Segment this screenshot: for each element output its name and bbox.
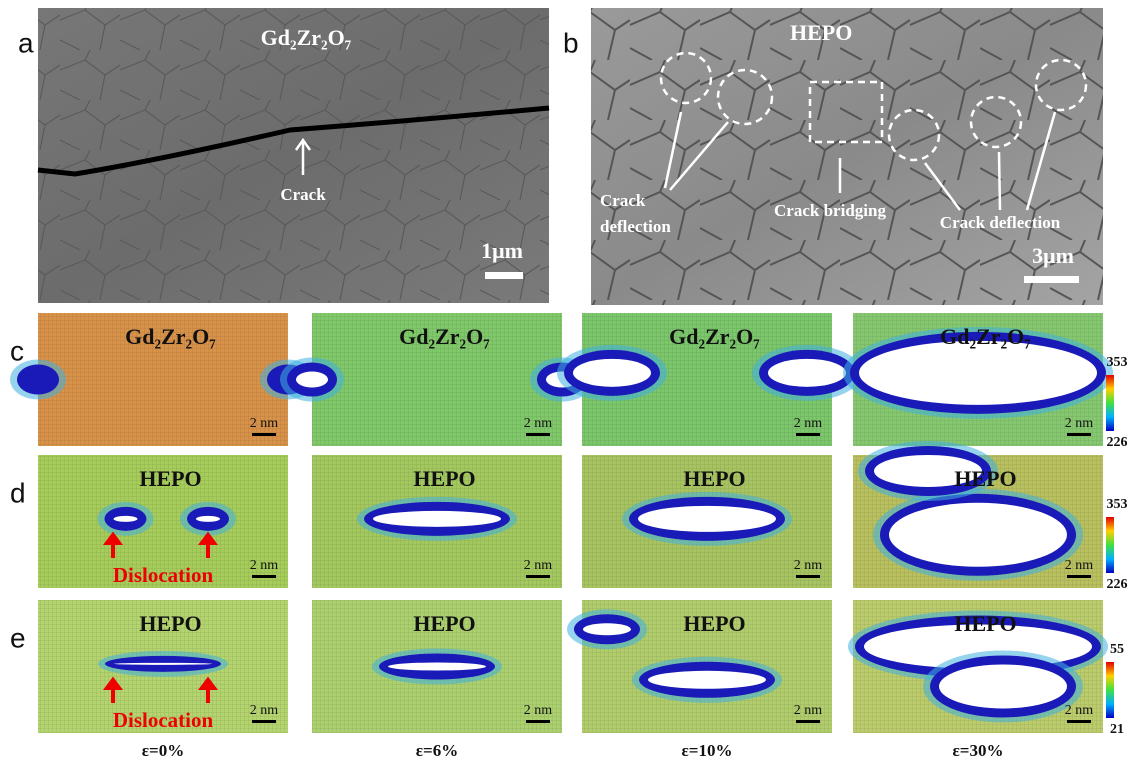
scale-bar: [1024, 276, 1079, 283]
scale-bar: [1067, 720, 1091, 723]
figure: a Gd₂Zr₂O₇ Crack 1μm b HEPO Crack deflec…: [0, 0, 1131, 764]
annotation: Dislocation: [113, 563, 214, 587]
panel-letter: c: [10, 335, 24, 366]
colorbar-min: 21: [1110, 722, 1124, 737]
void: [373, 511, 501, 527]
scale-bar-label: 2 nm: [1065, 558, 1094, 573]
strain-label: ε=10%: [682, 741, 733, 760]
scale-bar: [526, 575, 550, 578]
panel-letter: e: [10, 622, 26, 653]
void: [583, 623, 631, 635]
scale-bar-label: 2 nm: [250, 416, 279, 431]
void: [196, 516, 220, 522]
cell-title: HEPO: [683, 466, 745, 491]
void: [768, 359, 846, 387]
scale-bar: [1067, 575, 1091, 578]
scale-bar: [1067, 433, 1091, 436]
void: [889, 503, 1067, 567]
colorbar: [1106, 517, 1114, 573]
scale-bar: [485, 272, 523, 279]
cell-title: HEPO: [954, 611, 1016, 636]
colorbar: [1106, 375, 1114, 431]
panel-letter: a: [18, 27, 34, 58]
scale-bar-label: 2 nm: [1065, 416, 1094, 431]
cell-title: Gd₂Zr₂O₇: [125, 324, 216, 349]
scale-bar-label: 2 nm: [250, 558, 279, 573]
panel-title: Gd₂Zr₂O₇: [261, 25, 352, 50]
scale-bar: [796, 575, 820, 578]
grain-texture: [591, 8, 1103, 305]
scale-bar-label: 2 nm: [794, 703, 823, 718]
scale-bar: [252, 575, 276, 578]
colorbar: [1106, 662, 1114, 718]
colorbar-max: 55: [1110, 642, 1124, 657]
annotation: deflection: [600, 217, 671, 236]
cell-title: HEPO: [683, 611, 745, 636]
cell-title: HEPO: [413, 611, 475, 636]
strain-label: ε=30%: [953, 741, 1004, 760]
cell-title: HEPO: [139, 466, 201, 491]
annotation: Crack: [280, 185, 326, 204]
scale-bar-label: 2 nm: [524, 558, 553, 573]
annotation: Crack bridging: [774, 201, 886, 220]
scale-bar-label: 2 nm: [1065, 703, 1094, 718]
void: [638, 506, 776, 532]
scale-bar-label: 2 nm: [524, 703, 553, 718]
scale-bar: [526, 433, 550, 436]
cell-title: Gd₂Zr₂O₇: [669, 324, 760, 349]
annotation: Dislocation: [113, 708, 214, 732]
cell-title: HEPO: [954, 466, 1016, 491]
void: [939, 664, 1067, 708]
void: [859, 341, 1097, 405]
cell-title: Gd₂Zr₂O₇: [940, 324, 1031, 349]
void: [26, 374, 50, 386]
annotation: Crack deflection: [940, 213, 1061, 232]
scale-bar: [252, 720, 276, 723]
cell-title: Gd₂Zr₂O₇: [399, 324, 490, 349]
panel-letter: b: [563, 27, 579, 58]
scale-bar-label: 2 nm: [794, 416, 823, 431]
scale-bar-label: 2 nm: [794, 558, 823, 573]
annotation: Crack: [600, 191, 646, 210]
scale-bar-label: 2 nm: [524, 416, 553, 431]
scale-bar-label: 1μm: [481, 238, 523, 263]
scale-bar-label: 3μm: [1032, 243, 1074, 268]
void: [114, 663, 212, 665]
colorbar-max: 353: [1107, 497, 1128, 512]
scale-bar: [252, 433, 276, 436]
void: [648, 671, 766, 689]
panel-letter: d: [10, 477, 26, 508]
void: [296, 372, 328, 388]
scale-bar: [796, 720, 820, 723]
cell-title: HEPO: [139, 611, 201, 636]
cell-title: HEPO: [413, 466, 475, 491]
colorbar-min: 226: [1107, 435, 1128, 450]
grain-texture: [38, 8, 549, 303]
void: [114, 516, 138, 522]
panel-title: HEPO: [790, 20, 852, 45]
scale-bar: [796, 433, 820, 436]
colorbar-min: 226: [1107, 577, 1128, 592]
strain-label: ε=0%: [142, 741, 184, 760]
void: [388, 663, 486, 671]
strain-label: ε=6%: [416, 741, 458, 760]
scale-bar-label: 2 nm: [250, 703, 279, 718]
colorbar-max: 353: [1107, 355, 1128, 370]
void: [573, 359, 651, 387]
scale-bar: [526, 720, 550, 723]
